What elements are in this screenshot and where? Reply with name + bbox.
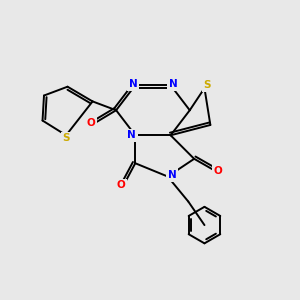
- Text: O: O: [213, 166, 222, 176]
- Text: O: O: [87, 118, 95, 128]
- Text: N: N: [168, 170, 176, 180]
- Text: N: N: [128, 79, 137, 89]
- Text: N: N: [128, 130, 136, 140]
- Text: S: S: [204, 80, 211, 90]
- Text: N: N: [169, 79, 177, 89]
- Text: O: O: [116, 180, 125, 190]
- Text: S: S: [62, 133, 70, 143]
